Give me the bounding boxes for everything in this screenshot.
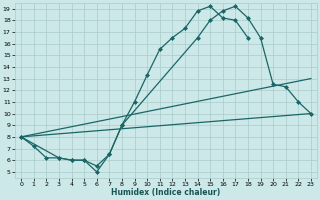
X-axis label: Humidex (Indice chaleur): Humidex (Indice chaleur) bbox=[111, 188, 221, 197]
